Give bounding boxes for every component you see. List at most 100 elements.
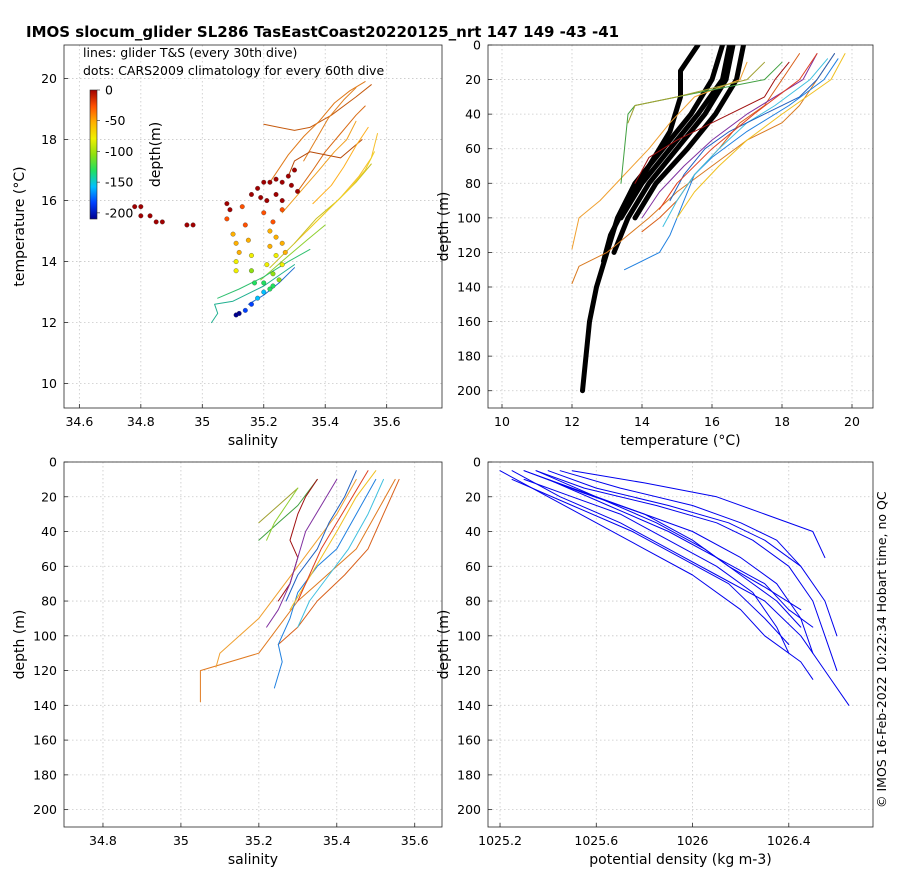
glider-profile-line [659, 53, 818, 210]
climatology-dot [159, 219, 165, 225]
legend-text: dots: CARS2009 climatology for every 60t… [83, 63, 384, 78]
y-tick-label: 200 [457, 802, 481, 817]
x-tick-label: 1025.2 [478, 833, 522, 848]
glider-profile-line [258, 478, 318, 541]
climatology-profile-line [611, 45, 736, 255]
temperature-profile-panel: 10 12 14 16 18 20020406080100120140160180200t… [436, 38, 874, 449]
x-axis-label: salinity [228, 433, 278, 449]
x-tick-label: 1026.4 [767, 833, 811, 848]
climatology-dot [258, 195, 264, 200]
glider-profile-line [297, 105, 366, 192]
climatology-dot [264, 262, 270, 268]
colorbar-tick-label: 0 [105, 83, 113, 98]
climatology-dot [249, 301, 254, 307]
y-tick-label: 60 [465, 141, 481, 156]
glider-profile-line [523, 470, 802, 611]
x-axis-label: temperature (°C) [620, 433, 740, 449]
y-tick-label: 140 [33, 698, 57, 713]
climatology-dot [264, 198, 270, 204]
climatology-profile-line [601, 45, 701, 264]
legend-text: lines: glider T&S (every 30th dive) [83, 45, 297, 60]
climatology-dot [245, 237, 251, 243]
y-tick-label: 120 [457, 663, 481, 678]
climatology-dot [282, 249, 288, 255]
x-tick-label: 35.6 [401, 833, 429, 848]
climatology-dot [190, 222, 196, 228]
glider-profile-line [676, 53, 846, 219]
y-axis-label: depth (m) [436, 192, 452, 262]
y-tick-label: 40 [465, 107, 481, 122]
y-tick-label: 60 [465, 559, 481, 574]
x-tick-label: 12 [564, 414, 580, 429]
y-tick-label: 14 [41, 254, 57, 269]
climatology-dot [279, 240, 285, 246]
glider-profile-line [511, 470, 850, 706]
x-axis-label: salinity [228, 852, 278, 868]
glider-profile-line [669, 53, 835, 202]
x-tick-label: 35.4 [323, 833, 351, 848]
climatology-dot [224, 201, 230, 207]
glider-profile-line [571, 53, 835, 284]
climatology-dot [270, 219, 276, 225]
climatology-dot [276, 277, 282, 283]
y-tick-label: 80 [465, 594, 481, 609]
glider-profile-line [211, 264, 295, 324]
glider-profile-line [263, 84, 372, 131]
y-tick-label: 12 [41, 315, 57, 330]
salinity-profile-panel: 34.8 35 35.2 35.4 35.6 0 20 40 60 80 100 120 140 160 1… [12, 455, 443, 868]
climatology-dot [267, 286, 273, 292]
climatology-dot [138, 204, 144, 210]
axes-frame [487, 44, 874, 409]
y-tick-label: 20 [465, 489, 481, 504]
axes-frame [63, 44, 443, 409]
grid [488, 44, 873, 408]
x-tick-label: 14 [634, 414, 650, 429]
glider-profile-line [523, 478, 790, 654]
x-tick-label: 35 [173, 833, 189, 848]
glider-profile-line [312, 126, 369, 205]
x-tick-label: 34.6 [65, 414, 93, 429]
glider-profile-line [535, 470, 838, 672]
glider-profile-line [559, 470, 802, 567]
climatology-dot [230, 231, 236, 237]
glider-profile-line [511, 478, 790, 645]
x-tick-label: 1026 [677, 833, 709, 848]
x-tick-label: 10 [494, 414, 510, 429]
glider-profile-line [273, 478, 377, 689]
plot-area [488, 462, 873, 827]
glider-profile-line [258, 487, 299, 524]
plot-area [64, 45, 442, 408]
glider-profile-line [269, 163, 372, 269]
colorbar-tick-label: -150 [105, 175, 133, 190]
glider-profile-line [266, 478, 338, 628]
climatology-dot [295, 188, 301, 194]
y-tick-label: 20 [41, 71, 57, 86]
climatology-dot [267, 243, 273, 249]
plot-area [488, 45, 873, 408]
y-tick-label: 160 [457, 733, 481, 748]
x-tick-label: 1025.6 [574, 833, 618, 848]
climatology-dot [261, 280, 267, 286]
y-tick-label: 0 [473, 38, 481, 53]
climatology-dot [153, 219, 159, 225]
glider-profile-line [627, 61, 765, 124]
climatology-dot [249, 268, 254, 274]
y-tick-label: 16 [41, 193, 57, 208]
climatology-dot [270, 283, 276, 289]
climatology-dot [147, 213, 153, 219]
climatology-dot [138, 213, 144, 219]
climatology-dot [252, 280, 257, 286]
ts-diagram-panel: 34.6 34.8 35 35.2 35.4 35.6 10 12 14 16 18 20 salini… [12, 44, 443, 449]
x-tick-label: 35.4 [311, 414, 339, 429]
colorbar-label: depth(m) [148, 122, 164, 187]
glider-profile-line [306, 151, 375, 232]
climatology-dot [285, 173, 291, 179]
data-layer [571, 45, 846, 394]
x-tick-label: 34.8 [127, 414, 155, 429]
climatology-dot [233, 240, 239, 246]
climatology-dot [249, 253, 254, 258]
y-tick-label: 200 [457, 383, 481, 398]
climatology-dot [267, 179, 273, 185]
plot-area [64, 462, 442, 827]
climatology-dot [233, 259, 239, 265]
